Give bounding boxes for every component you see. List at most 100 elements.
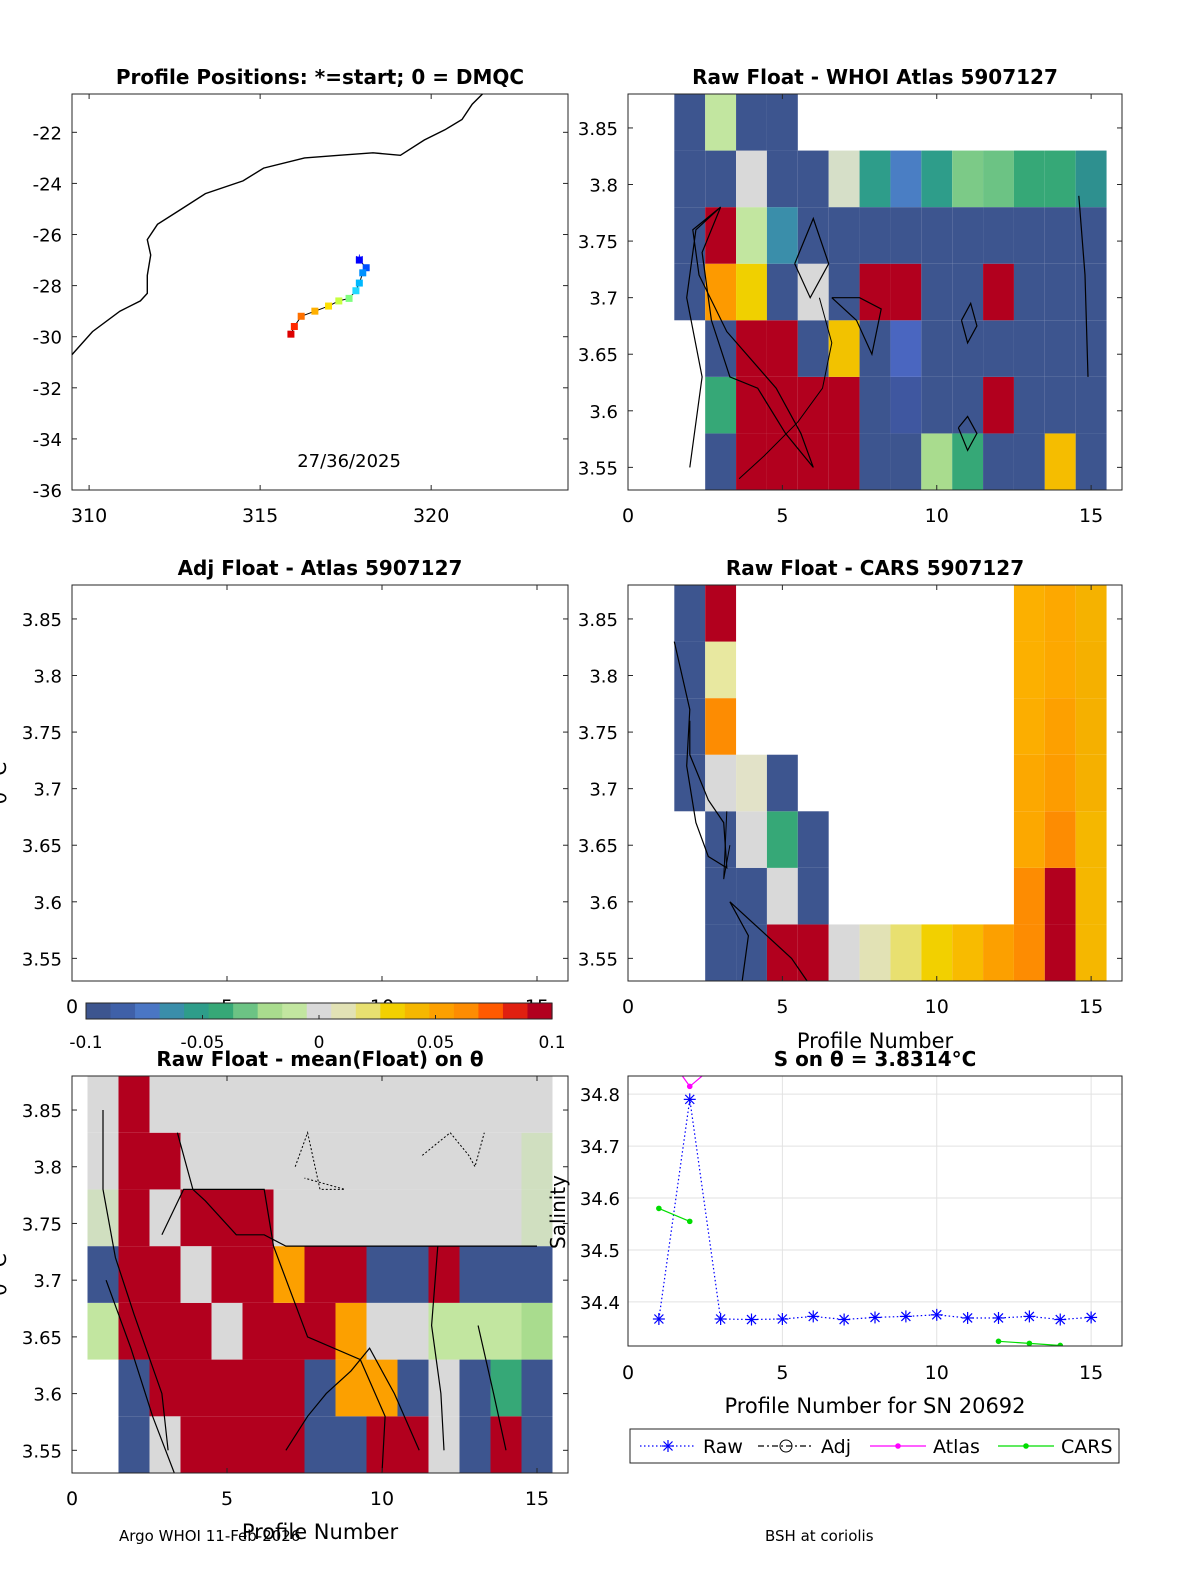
heatmap-cell xyxy=(1013,207,1045,264)
heatmap-cell xyxy=(459,1076,491,1133)
heatmap-cell xyxy=(335,1302,367,1360)
heatmap-cell xyxy=(736,207,767,264)
heatmap-cell xyxy=(428,1076,460,1133)
heatmap-cell xyxy=(828,320,860,377)
contour-line xyxy=(831,297,882,357)
colorbar-segment xyxy=(453,1003,480,1019)
heatmap-cell xyxy=(1075,585,1107,642)
contour-line xyxy=(430,1246,445,1451)
colorbar: -0.1 -0.05 0 0.05 0.1 xyxy=(69,1002,566,1053)
heatmap-cell xyxy=(828,150,860,208)
heatmap-cell xyxy=(705,94,737,151)
heatmap-cell xyxy=(335,1132,367,1190)
data-point-raw xyxy=(1085,1311,1098,1324)
legend-label: CARS xyxy=(1061,1436,1113,1458)
heatmap-cell xyxy=(952,263,984,321)
heatmap-cell xyxy=(397,1189,429,1247)
chart-title: Raw Float - CARS 5907127 xyxy=(726,556,1024,580)
y-tick-label: -32 xyxy=(33,379,62,400)
profile-position-marker xyxy=(345,294,353,302)
x-tick-label: 10 xyxy=(925,505,949,527)
y-tick-label: 3.75 xyxy=(22,1214,62,1235)
heatmap-cell xyxy=(87,1246,119,1303)
data-point-cars xyxy=(686,1218,693,1225)
heatmap-cell xyxy=(211,1076,243,1133)
profile-position-marker xyxy=(297,312,305,320)
heatmap-cell xyxy=(921,924,953,981)
legend: Raw Adj Atlas CARS xyxy=(629,1428,1120,1464)
profile-position-marker xyxy=(287,330,295,338)
heatmap-cell xyxy=(1075,263,1107,321)
heatmap-cell xyxy=(118,1246,150,1303)
data-point-raw xyxy=(899,1310,912,1323)
heatmap-cell xyxy=(490,1189,522,1247)
colorbar-segment xyxy=(110,1003,136,1019)
contour-line xyxy=(477,1325,507,1451)
y-tick-label: 34.5 xyxy=(580,1241,620,1262)
heatmap-cell xyxy=(766,150,798,208)
heatmap-cell xyxy=(1013,867,1045,925)
heatmap-cell xyxy=(521,1302,553,1360)
y-tick-label: 3.65 xyxy=(22,1328,62,1349)
heatmap-cell xyxy=(211,1132,243,1190)
heatmap-cell xyxy=(828,263,860,321)
heatmap-cell xyxy=(87,1189,119,1247)
heatmap-cell xyxy=(1075,150,1107,208)
data-point-raw xyxy=(1054,1313,1067,1326)
data-point-raw xyxy=(683,1093,696,1106)
colorbar-segment xyxy=(331,1003,357,1019)
footer-left: Argo WHOI 11-Feb-2026 xyxy=(119,1527,301,1545)
y-tick-label: 3.55 xyxy=(22,949,62,970)
heatmap-cell xyxy=(859,263,891,321)
heatmap-cell xyxy=(1044,263,1076,321)
x-tick-label: 0 xyxy=(622,996,634,1018)
heatmap-cell xyxy=(674,94,706,151)
heatmap-cell xyxy=(273,1076,305,1133)
heatmap-cell xyxy=(459,1246,491,1303)
heatmap-cell xyxy=(705,641,737,699)
contour-line xyxy=(161,1188,386,1474)
x-tick-label: 0 xyxy=(66,996,78,1018)
date-annotation: 27/36/2025 xyxy=(297,451,401,472)
x-tick-label: 15 xyxy=(1079,505,1103,527)
legend-entry-raw: Raw xyxy=(640,1436,743,1458)
heatmap-cell xyxy=(983,320,1014,377)
heatmap-cell xyxy=(674,641,706,699)
heatmap-cell xyxy=(242,1246,274,1303)
colorbar-tick-label: -0.1 xyxy=(69,1033,102,1053)
heatmap-cell xyxy=(1013,150,1045,208)
colorbar-segment xyxy=(380,1003,406,1019)
data-point-cars xyxy=(656,1205,662,1212)
heatmap-cell xyxy=(1013,924,1045,981)
axes-frame xyxy=(71,584,569,982)
heatmap-cell xyxy=(736,94,767,151)
heatmap-cell xyxy=(242,1076,274,1133)
y-tick-label: 3.6 xyxy=(33,893,62,914)
heatmap-cell xyxy=(1013,263,1045,321)
heatmap-cell xyxy=(952,320,984,377)
heatmap-cell xyxy=(428,1359,460,1417)
x-tick-label: 15 xyxy=(1079,996,1103,1018)
series-line-cars xyxy=(658,1207,691,1222)
x-axis-label: Profile Number xyxy=(797,1029,954,1053)
heatmap-cell xyxy=(705,698,737,755)
x-tick-label: 10 xyxy=(925,1362,949,1384)
profile-position-marker xyxy=(355,279,363,287)
heatmap-cell xyxy=(366,1076,398,1133)
heatmap-cell xyxy=(736,433,767,490)
x-tick-label: 15 xyxy=(1079,1362,1103,1384)
heatmap-cell xyxy=(521,1189,553,1247)
y-tick-label: -34 xyxy=(33,430,62,451)
heatmap-cell xyxy=(273,1189,305,1247)
colorbar-segment xyxy=(355,1003,381,1019)
heatmap-cell xyxy=(859,924,891,981)
colorbar-segment xyxy=(502,1003,529,1019)
heatmap-cell xyxy=(149,1359,181,1417)
heatmap-cell xyxy=(766,263,798,321)
colorbar-tick-label: 0.1 xyxy=(538,1033,565,1053)
heatmap-cell xyxy=(797,924,829,981)
heatmap-cell xyxy=(1075,867,1107,925)
data-point-raw xyxy=(714,1313,727,1325)
profile-position-marker xyxy=(325,302,333,310)
